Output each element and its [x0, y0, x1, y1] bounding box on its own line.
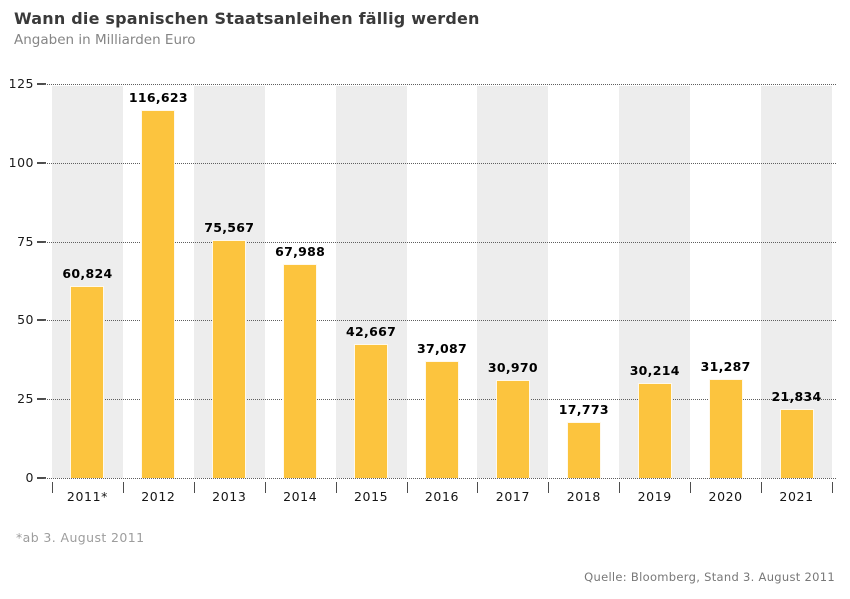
y-axis-tick — [37, 83, 46, 85]
x-tick-label: 2021 — [779, 489, 814, 504]
bar-value-label: 75,567 — [204, 219, 255, 235]
bar-value-label: 31,287 — [700, 359, 751, 375]
bar — [212, 239, 247, 478]
y-axis-label: 125 — [8, 76, 34, 91]
x-tick-label: 2018 — [566, 489, 601, 504]
x-tick-label: 2013 — [212, 489, 247, 504]
gridline — [44, 320, 836, 322]
y-axis-label: 75 — [17, 233, 34, 249]
gridline — [44, 84, 836, 85]
y-axis-tick — [37, 319, 46, 322]
x-axis-tick — [194, 482, 195, 493]
x-tick-label: 2019 — [637, 489, 672, 504]
bar — [425, 361, 459, 478]
bar — [141, 110, 176, 478]
x-axis-tick — [265, 482, 266, 493]
y-axis-tick — [37, 477, 46, 479]
x-tick-label: 2011* — [66, 489, 108, 504]
x-axis-tick — [690, 482, 691, 493]
chart-title: Wann die spanischen Staatsanleihen fälli… — [14, 9, 480, 28]
x-axis-tick — [761, 482, 762, 493]
x-axis-tick — [548, 482, 549, 493]
bar-value-label: 17,773 — [558, 401, 609, 417]
plot-area: 60,824 116,623 75,567 67,988 42,667 37,087 30,… — [44, 84, 836, 479]
bar-value-label: 30,970 — [487, 360, 538, 376]
x-tick-label: 2012 — [141, 489, 176, 504]
y-axis-label: 0 — [25, 470, 34, 485]
bar — [708, 379, 743, 478]
y-axis-label: 50 — [17, 312, 34, 328]
x-axis-tick — [123, 482, 124, 493]
gridline — [44, 162, 836, 164]
bar-value-label: 30,214 — [629, 362, 680, 378]
bar — [779, 409, 814, 478]
gridline — [44, 478, 836, 479]
y-axis-label: 100 — [8, 154, 34, 170]
gridline — [44, 241, 836, 243]
y-axis-tick — [37, 161, 46, 164]
chart-subtitle: Angaben in Milliarden Euro — [14, 32, 196, 48]
bar — [283, 263, 318, 478]
bar — [495, 380, 530, 478]
bar-value-label: 116,623 — [128, 90, 188, 106]
x-axis-tick — [832, 482, 833, 493]
x-axis-tick — [477, 482, 478, 493]
bar — [566, 421, 601, 478]
x-axis-tick — [336, 482, 337, 493]
x-tick-label: 2015 — [353, 489, 389, 504]
x-tick-label: 2017 — [495, 489, 531, 504]
footnote: *ab 3. August 2011 — [16, 530, 145, 545]
y-axis-tick — [37, 398, 46, 401]
y-axis-tick — [37, 240, 46, 243]
x-tick-label: 2014 — [283, 489, 318, 504]
source-note: Quelle: Bloomberg, Stand 3. August 2011 — [584, 570, 835, 584]
bar-value-label: 21,834 — [771, 389, 822, 405]
y-axis-label: 25 — [17, 391, 34, 407]
bar-value-label: 67,988 — [275, 243, 326, 259]
bar-value-label: 42,667 — [346, 323, 397, 339]
x-tick-label: 2016 — [424, 489, 460, 504]
x-axis-tick — [407, 482, 408, 493]
bar — [354, 343, 389, 478]
x-tick-label: 2020 — [708, 489, 743, 504]
bar — [637, 382, 672, 478]
x-axis-tick — [52, 482, 53, 493]
bar-value-label: 37,087 — [416, 341, 467, 357]
x-axis-tick — [619, 482, 620, 493]
bar — [70, 286, 105, 478]
bar-value-label: 60,824 — [62, 266, 113, 282]
